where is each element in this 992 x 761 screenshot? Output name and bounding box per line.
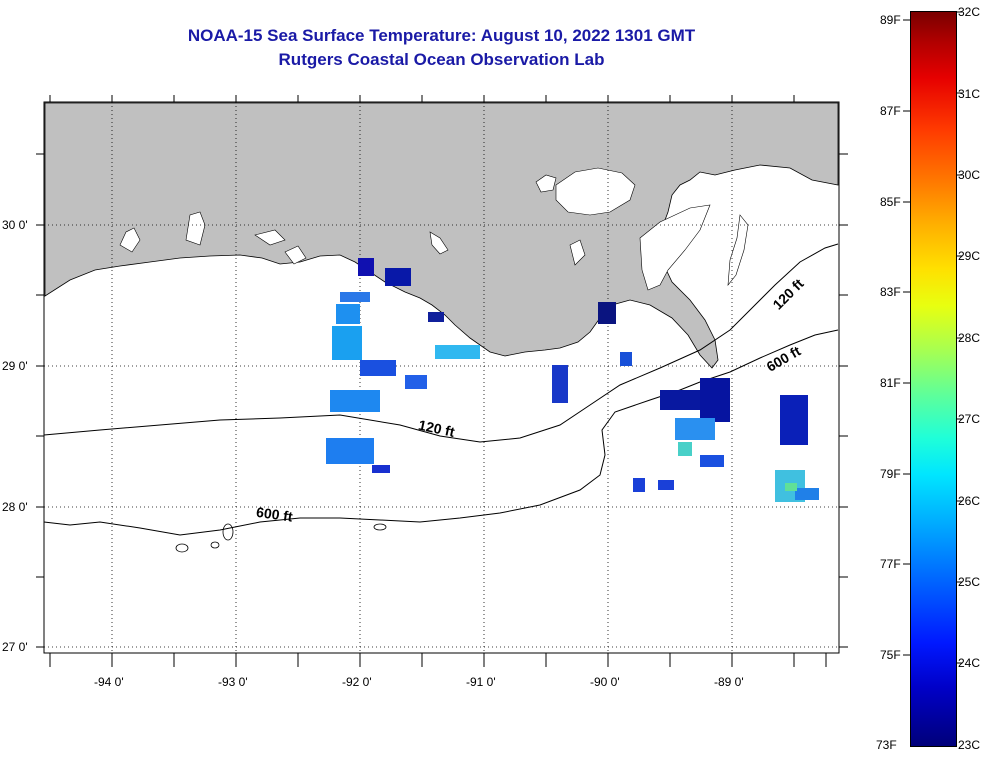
grand-lake (284, 245, 307, 265)
lon-label-91: -91 0' (466, 675, 496, 689)
lon-label-93: -93 0' (218, 675, 248, 689)
lake-small-2 (569, 239, 586, 266)
colorbar-f-85: 85F (880, 195, 901, 209)
colorbar-f-81: 81F (880, 376, 901, 390)
colorbar-c-26: 26C (958, 494, 981, 508)
lake-pontchartrain (555, 167, 636, 216)
lat-label-28: 28 0' (2, 500, 28, 514)
colorbar-f-79: 79F (880, 467, 901, 481)
colorbar-f-83: 83F (880, 285, 901, 299)
colorbar-c-30: 30C (958, 168, 981, 182)
colorbar-f-75: 75F (880, 648, 901, 662)
lat-label-27: 27 0' (2, 640, 28, 654)
colorbar-c-29: 29C (958, 249, 981, 263)
lon-label-92: -92 0' (342, 675, 372, 689)
colorbar-c-23: 23C (958, 738, 981, 752)
frame-ticks (36, 95, 848, 667)
colorbar-c-25: 25C (958, 575, 981, 589)
lake-calcasieu (185, 211, 206, 246)
colorbar-c-31: 31C (958, 87, 981, 101)
lat-label-29: 29 0' (2, 359, 28, 373)
colorbar-f-77: 77F (880, 557, 901, 571)
map-title: NOAA-15 Sea Surface Temperature: August … (187, 26, 696, 45)
graticule (44, 102, 839, 653)
isobath-120ft (43, 243, 839, 443)
delta-east-marsh (639, 204, 711, 291)
lon-label-94: -94 0' (94, 675, 124, 689)
isobath-600ft (43, 329, 839, 536)
lat-label-30: 30 0' (2, 218, 28, 232)
colorbar-c-24: 24C (958, 656, 981, 670)
land-mass (44, 102, 839, 369)
white-lake (254, 229, 286, 246)
temperature-colorbar (910, 11, 957, 747)
lake-maurepas (535, 174, 557, 193)
colorbar-f-87: 87F (880, 104, 901, 118)
lon-label-89: -89 0' (714, 675, 744, 689)
sst-patches (326, 258, 819, 502)
contour-label-600-west: 600 ft (255, 504, 294, 525)
map-subtitle: Rutgers Coastal Ocean Observation Lab (278, 50, 605, 69)
contour-islands (175, 523, 387, 553)
colorbar-f-89: 89F (880, 13, 901, 27)
contour-label-120-west: 120 ft (417, 417, 456, 440)
lake-small (429, 231, 449, 255)
colorbar-c-27: 27C (958, 412, 981, 426)
lake-sabine (119, 227, 141, 253)
chandeleur-islands (727, 214, 749, 286)
colorbar-c-32: 32C (958, 5, 981, 19)
colorbar-c-28: 28C (958, 331, 981, 345)
lon-label-90: -90 0' (590, 675, 620, 689)
colorbar-f-73: 73F (876, 738, 897, 752)
